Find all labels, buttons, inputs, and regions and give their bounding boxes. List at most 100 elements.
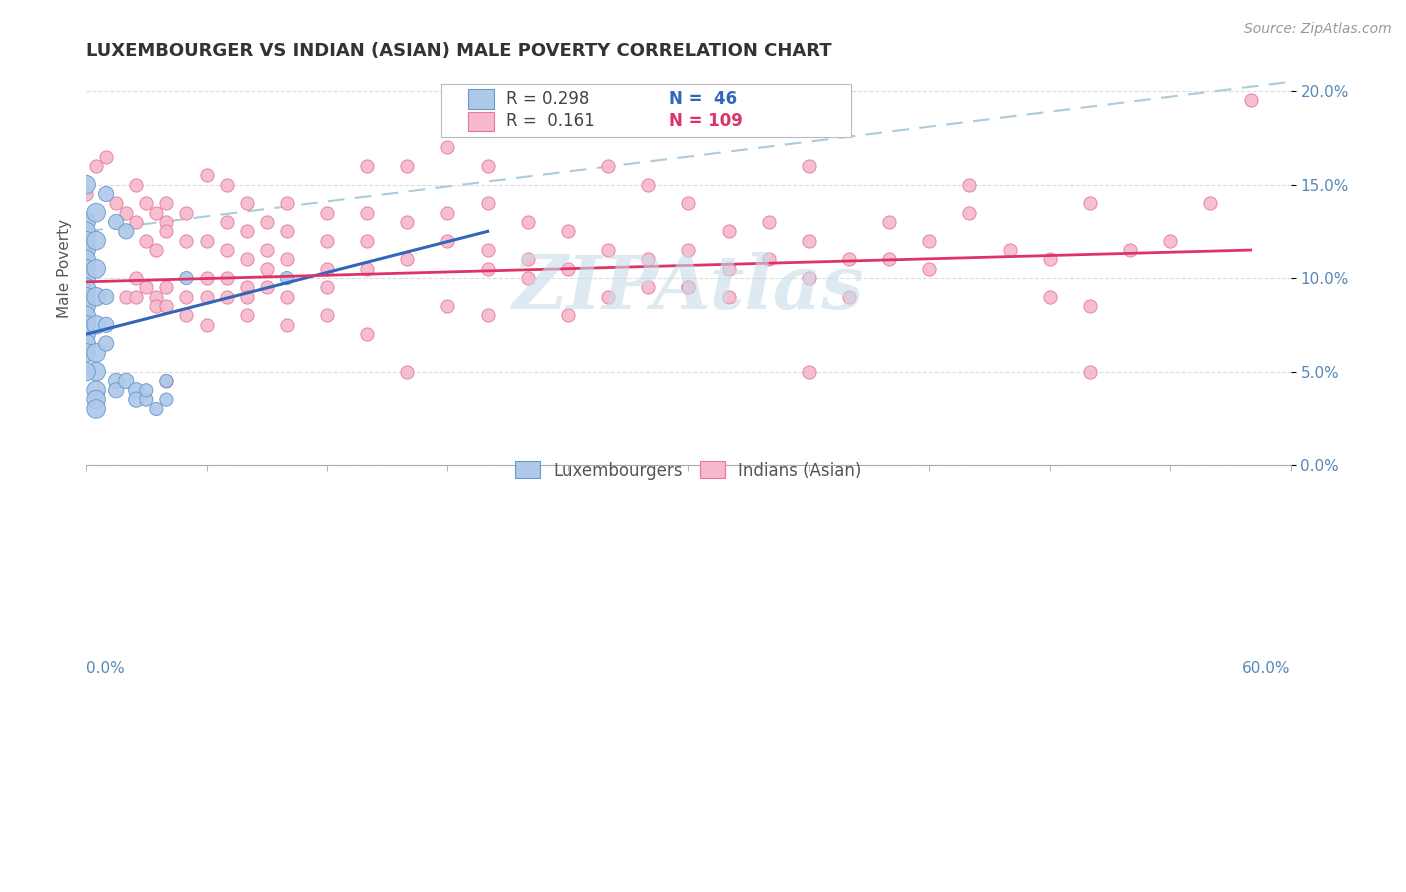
Point [215,243,238,257]
Point [125,215,148,229]
Point [477,261,499,276]
Point [125,178,148,192]
Point [637,178,659,192]
Point [436,205,458,219]
Point [75,327,97,342]
Point [316,261,339,276]
Point [1078,299,1101,313]
Point [356,261,378,276]
Point [145,243,167,257]
Point [717,224,740,238]
Point [717,290,740,304]
Point [1078,365,1101,379]
FancyBboxPatch shape [468,89,495,109]
Point [176,234,198,248]
Point [125,271,148,285]
Point [215,215,238,229]
Point [959,178,981,192]
Point [758,252,780,267]
Point [918,261,941,276]
Point [195,290,218,304]
Point [1078,196,1101,211]
Point [877,215,900,229]
Point [94,336,117,351]
Point [135,384,157,398]
Point [75,252,97,267]
Point [75,299,97,313]
Point [516,252,538,267]
Point [75,365,97,379]
Point [105,374,128,388]
Point [215,290,238,304]
Point [276,196,298,211]
Point [84,234,107,248]
Point [75,224,97,238]
Point [557,261,579,276]
Point [155,280,177,294]
Point [125,384,148,398]
Point [145,401,167,416]
Point [145,205,167,219]
FancyBboxPatch shape [441,84,851,137]
Point [637,280,659,294]
Point [145,299,167,313]
Point [256,215,278,229]
Point [276,271,298,285]
Point [436,140,458,154]
Point [959,205,981,219]
Point [356,327,378,342]
Point [94,290,117,304]
Point [717,261,740,276]
Point [75,186,97,201]
Point [155,392,177,407]
Point [316,280,339,294]
Point [477,121,499,136]
Point [94,318,117,332]
Point [797,234,820,248]
Point [75,243,97,257]
Point [436,234,458,248]
Point [84,261,107,276]
Point [477,243,499,257]
Legend: Luxembourgers, Indians (Asian): Luxembourgers, Indians (Asian) [509,455,868,486]
Point [94,150,117,164]
Point [135,280,157,294]
Point [316,234,339,248]
Point [195,234,218,248]
Point [115,205,138,219]
Point [477,196,499,211]
Point [256,243,278,257]
Point [596,243,619,257]
Point [356,234,378,248]
Point [276,224,298,238]
Point [125,392,148,407]
Point [678,196,700,211]
Text: 60.0%: 60.0% [1243,661,1291,676]
Point [75,346,97,360]
Point [838,252,860,267]
Point [596,159,619,173]
Point [75,271,97,285]
Point [176,271,198,285]
Point [276,290,298,304]
Point [195,271,218,285]
Point [105,215,128,229]
Point [596,290,619,304]
Point [758,215,780,229]
Point [235,224,257,238]
Point [145,290,167,304]
Point [155,196,177,211]
Point [84,384,107,398]
Point [75,280,97,294]
Point [115,374,138,388]
Point [356,159,378,173]
Point [155,374,177,388]
Point [256,261,278,276]
Point [276,252,298,267]
Point [797,159,820,173]
Point [1199,196,1222,211]
Point [678,280,700,294]
Point [797,271,820,285]
Text: R = 0.298: R = 0.298 [506,90,591,108]
Point [316,309,339,323]
